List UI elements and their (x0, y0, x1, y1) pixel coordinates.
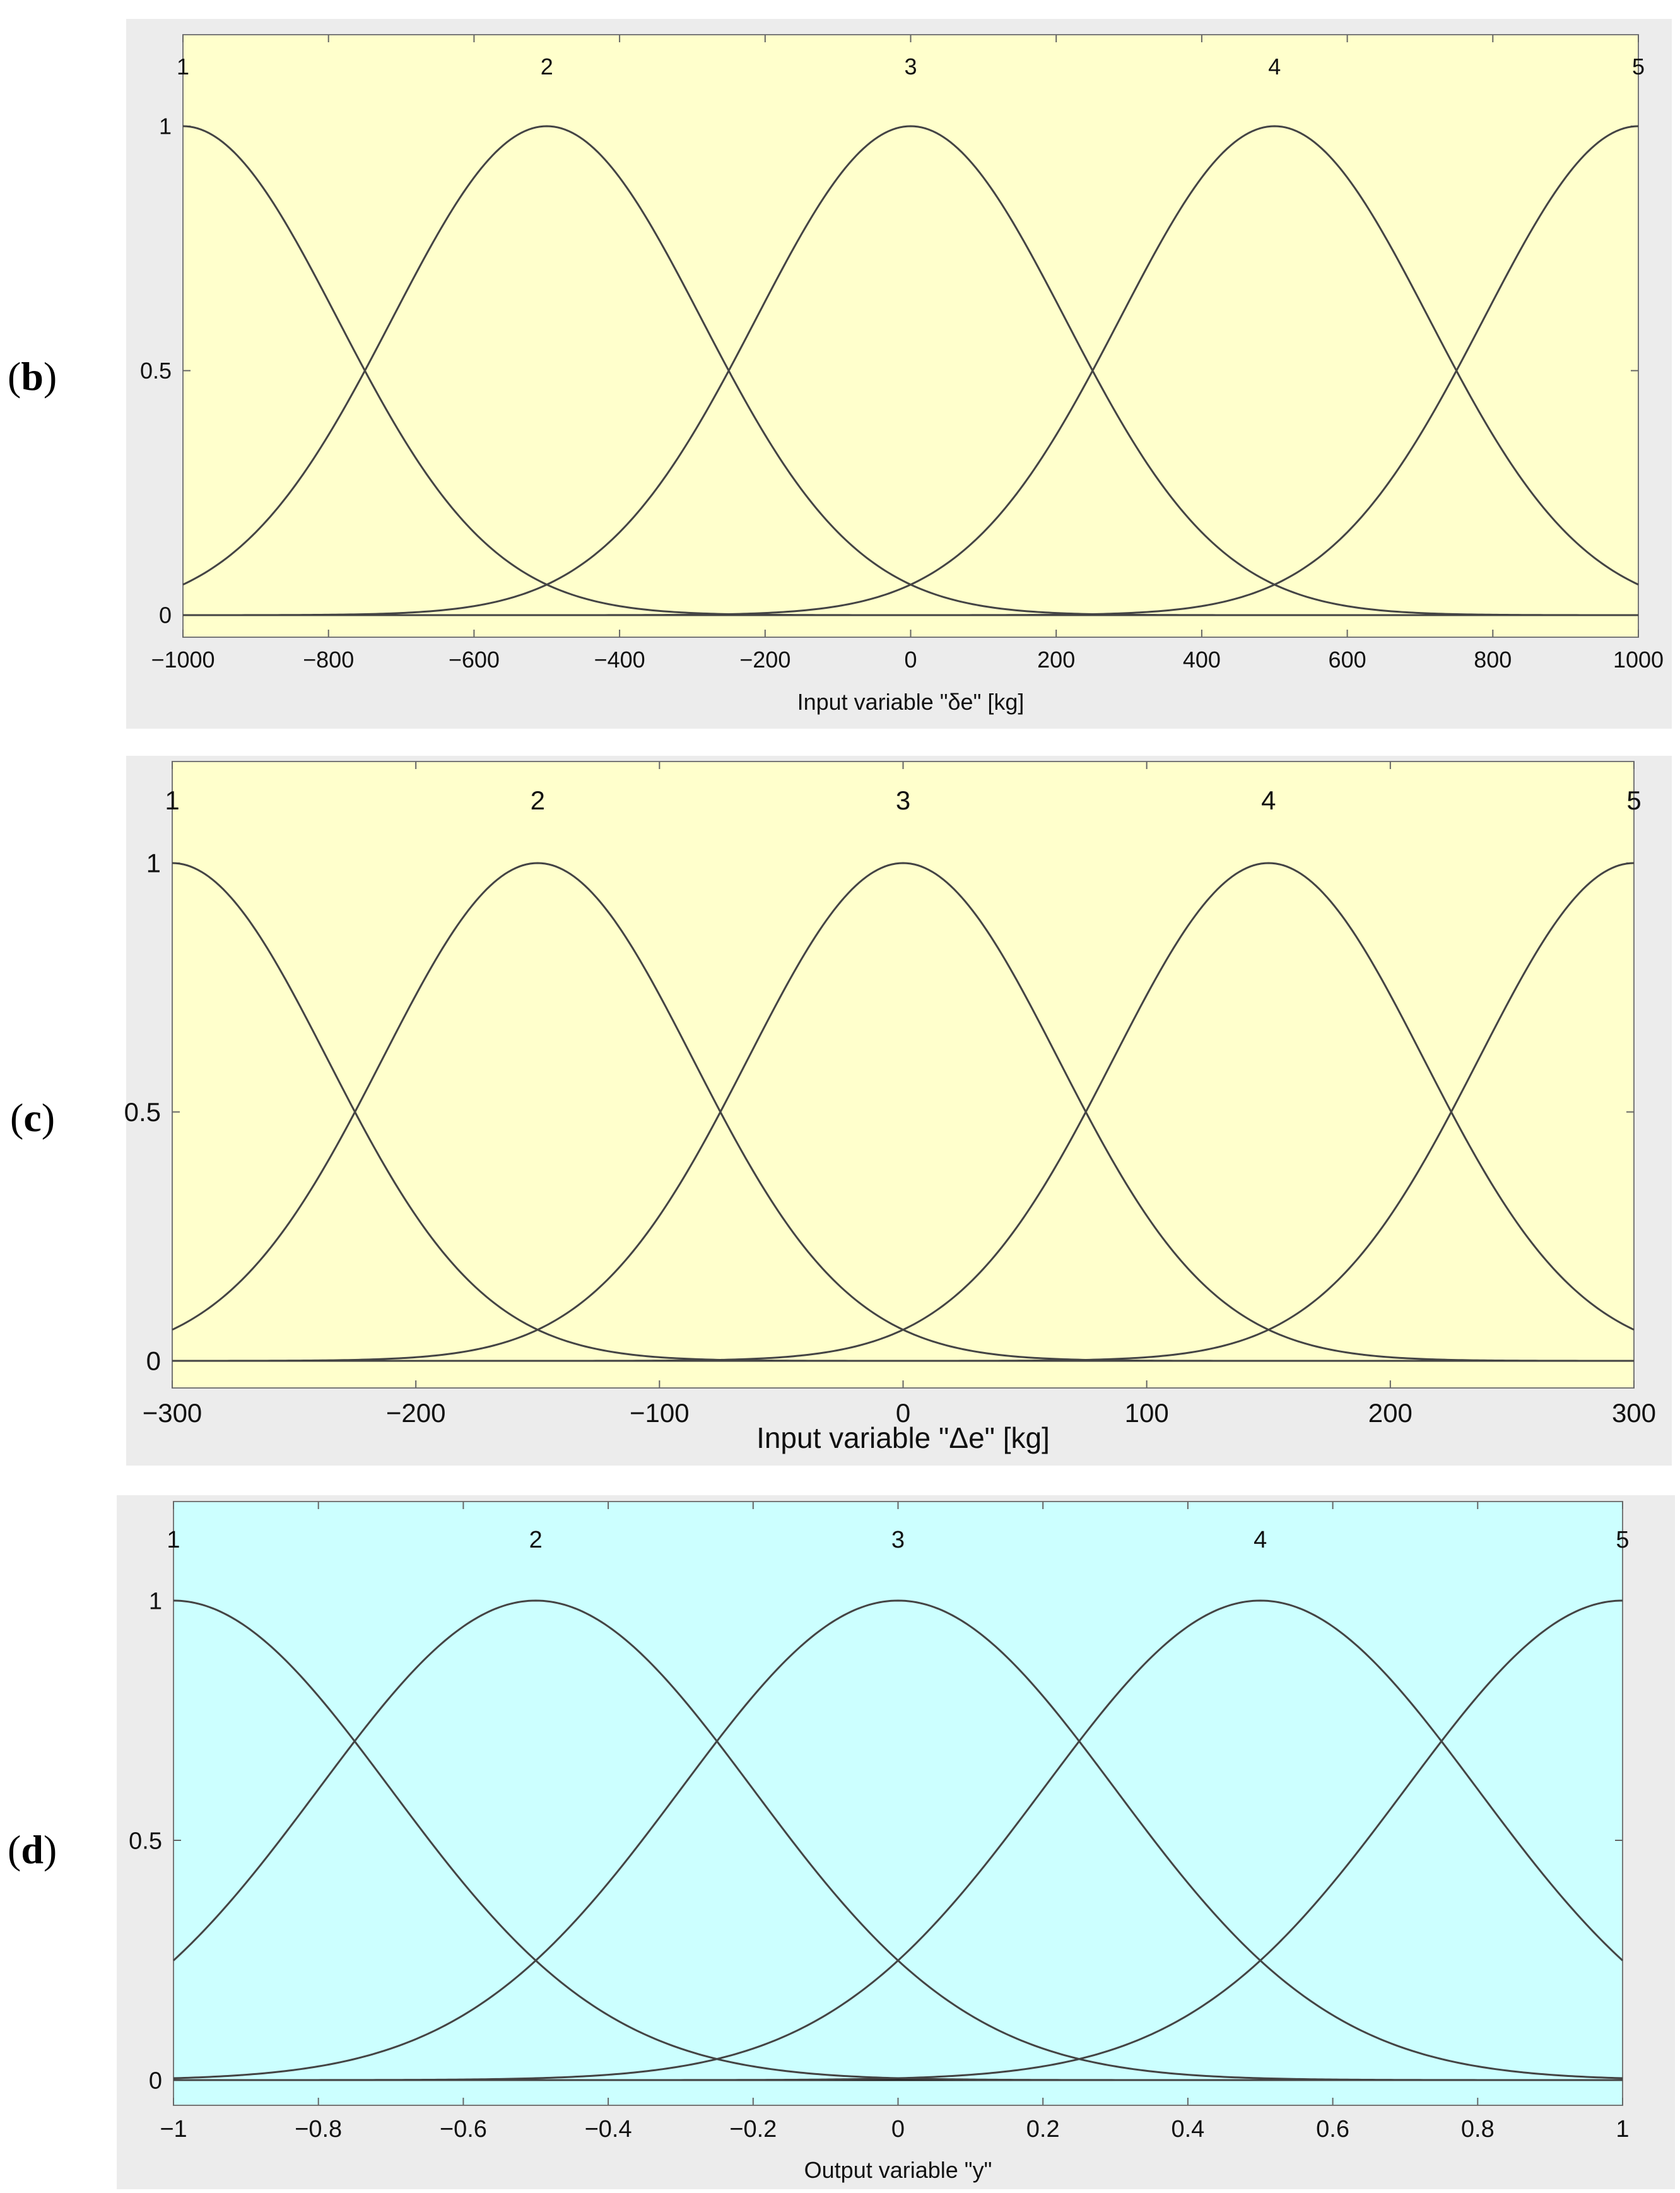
x-tick-label: −1000 (151, 647, 214, 673)
x-tick-label: 0 (896, 1398, 910, 1428)
y-tick-label: 1 (146, 849, 161, 878)
y-tick-label: 1 (159, 114, 172, 139)
plot-area (172, 761, 1635, 1389)
x-tick-label: −300 (143, 1398, 203, 1428)
x-tick-label: 0.8 (1461, 2116, 1495, 2143)
mf-curve-3 (173, 1599, 1623, 2079)
x-tick-label: 1 (1616, 2116, 1629, 2143)
y-tick-label: 0.5 (140, 358, 172, 384)
panel-label-d: (d) (8, 1827, 57, 1872)
x-tick-label: 0 (891, 2116, 905, 2143)
x-tick-label: 1000 (1613, 647, 1664, 673)
mf-label-1: 1 (165, 785, 179, 815)
mf-label-3: 3 (896, 785, 910, 815)
x-axis-title: Input variable "Δe" [kg] (756, 1421, 1050, 1454)
chart-d: −1 −0.8 −0.6 −0.4 −0.2 0 0.2 0.4 0.6 0.8 1 0 0.5 1 1 2 3… (129, 1501, 1630, 2183)
mf-label-3: 3 (891, 1527, 905, 1553)
y-tick-label: 0.5 (129, 1828, 162, 1854)
x-tick-label: −400 (594, 647, 645, 673)
mf-curve-3 (183, 125, 1638, 616)
mf-label-1: 1 (177, 54, 189, 79)
x-tick-label: −0.6 (440, 2116, 487, 2143)
mf-curve-3 (172, 862, 1634, 1362)
y-tick-label: 0 (159, 603, 172, 628)
panel-label-c: (c) (10, 1095, 56, 1140)
y-tick-label: 0 (149, 2067, 162, 2094)
chart-c: −300 −200 −100 0 100 200 300 0 0.5 1 1 2 3 4 5 Input va… (124, 761, 1656, 1454)
mf-label-4: 4 (1268, 54, 1281, 79)
mf-label-5: 5 (1626, 785, 1641, 815)
x-tick-label: −100 (630, 1398, 690, 1428)
chart-b: −1000 −800 −600 −400 −200 0 200 400 600 800 1000 0 0… (140, 34, 1664, 715)
x-tick-label: 200 (1037, 647, 1075, 673)
plot-area (182, 34, 1639, 638)
mf-label-5: 5 (1616, 1527, 1629, 1553)
x-tick-label: −600 (449, 647, 500, 673)
x-tick-label: 600 (1329, 647, 1366, 673)
y-tick-label: 1 (149, 1588, 162, 1614)
mf-label-2: 2 (529, 1527, 543, 1553)
x-tick-label: −0.4 (585, 2116, 632, 2143)
x-tick-label: 400 (1183, 647, 1221, 673)
x-tick-label: 0.2 (1026, 2116, 1060, 2143)
mf-label-2: 2 (531, 785, 545, 815)
mf-label-4: 4 (1261, 785, 1276, 815)
plot-area (173, 1501, 1623, 2106)
x-tick-label: 300 (1612, 1398, 1656, 1428)
mf-curve-5 (172, 862, 1635, 1362)
x-tick-label: 0.6 (1316, 2116, 1349, 2143)
mf-label-4: 4 (1254, 1527, 1267, 1553)
x-tick-label: 200 (1368, 1398, 1413, 1428)
x-tick-label: 0 (904, 647, 917, 673)
y-tick-label: 0 (146, 1346, 161, 1376)
mf-label-5: 5 (1632, 54, 1645, 79)
x-tick-label: 0.4 (1171, 2116, 1204, 2143)
mf-label-2: 2 (541, 54, 553, 79)
x-axis-title: Input variable "δe" [kg] (797, 689, 1025, 715)
x-axis-title: Output variable "y" (804, 2157, 992, 2183)
x-tick-label: 800 (1474, 647, 1512, 673)
mf-curve-5 (183, 125, 1639, 616)
x-tick-label: −800 (303, 647, 354, 673)
mf-label-3: 3 (904, 54, 917, 79)
x-tick-label: −200 (386, 1398, 446, 1428)
mf-curve-5 (173, 1599, 1623, 2081)
x-tick-label: −0.2 (729, 2116, 777, 2143)
x-tick-label: −0.8 (295, 2116, 342, 2143)
x-tick-label: 100 (1125, 1398, 1169, 1428)
mf-label-1: 1 (167, 1527, 180, 1553)
x-tick-label: −1 (160, 2116, 187, 2143)
y-tick-label: 0.5 (124, 1097, 161, 1127)
x-tick-label: −200 (739, 647, 790, 673)
panel-label-b: (b) (8, 354, 57, 399)
